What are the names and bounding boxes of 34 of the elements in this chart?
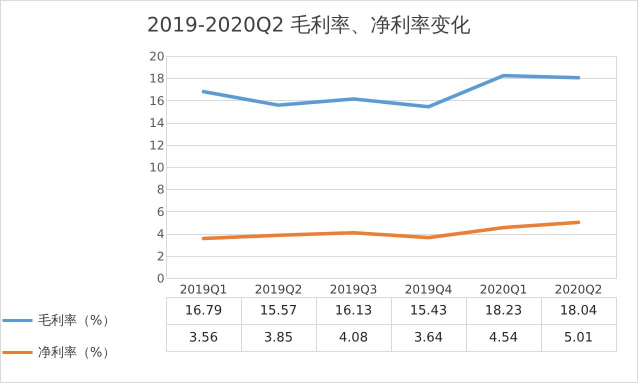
chart-title: 2019-2020Q2 毛利率、净利率变化 (146, 12, 471, 36)
y-tick-label: 10 (149, 160, 164, 174)
legend-label: 净利率（%） (38, 344, 116, 360)
data-label: 3.85 (264, 330, 293, 346)
x-tick-label: 2019Q4 (404, 282, 452, 296)
y-tick-label: 8 (156, 182, 164, 197)
y-tick-label: 2 (156, 249, 164, 264)
x-tick-label: 2020Q1 (480, 282, 528, 296)
y-tick-label: 14 (149, 116, 164, 130)
data-label: 15.43 (410, 304, 448, 318)
data-label: 5.01 (564, 330, 593, 346)
x-tick-label: 2020Q2 (554, 282, 602, 296)
data-label: 3.56 (189, 330, 218, 346)
data-label: 18.04 (560, 304, 598, 318)
data-label: 3.64 (414, 330, 443, 346)
y-tick-label: 18 (149, 72, 164, 86)
y-tick-label: 0 (156, 272, 164, 286)
y-tick-label: 12 (149, 138, 164, 152)
data-label: 4.08 (339, 330, 368, 346)
y-tick-label: 4 (156, 227, 164, 242)
y-tick-label: 6 (156, 204, 164, 219)
data-label: 18.23 (484, 304, 522, 318)
legend-label: 毛利率（%） (38, 312, 116, 328)
line-series (202, 74, 580, 108)
x-tick-label: 2019Q1 (180, 282, 228, 296)
y-tick-label: 20 (149, 50, 164, 64)
data-label: 16.13 (334, 304, 372, 318)
data-label: 15.57 (260, 304, 298, 318)
y-tick-label: 16 (149, 94, 164, 108)
line-series (202, 220, 580, 240)
data-label: 16.79 (184, 304, 222, 318)
data-label: 4.54 (489, 330, 518, 346)
x-tick-label: 2019Q3 (330, 282, 378, 296)
x-tick-label: 2019Q2 (254, 282, 302, 296)
